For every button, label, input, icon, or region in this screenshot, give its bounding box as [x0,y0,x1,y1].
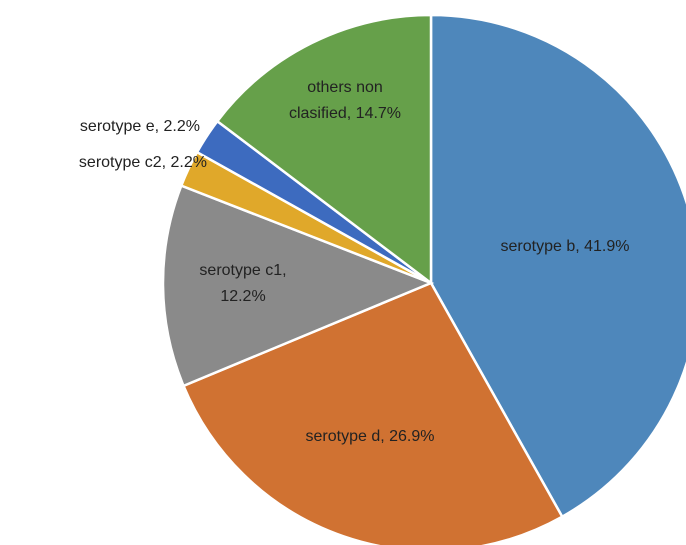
pie-slice [429,13,686,519]
data-label: others non [307,79,383,96]
data-label: serotype b, 41.9% [501,238,630,255]
data-label: 12.2% [220,288,265,305]
pie-slice [161,183,435,388]
data-label: serotype d, 26.9% [306,428,435,445]
pie-slice [181,281,564,545]
pie-slice [215,13,433,286]
data-label: serotype c1, [199,262,286,279]
data-label: clasified, 14.7% [289,105,401,122]
data-label: serotype c2, 2.2% [79,154,207,171]
data-label: serotype e, 2.2% [80,118,200,135]
